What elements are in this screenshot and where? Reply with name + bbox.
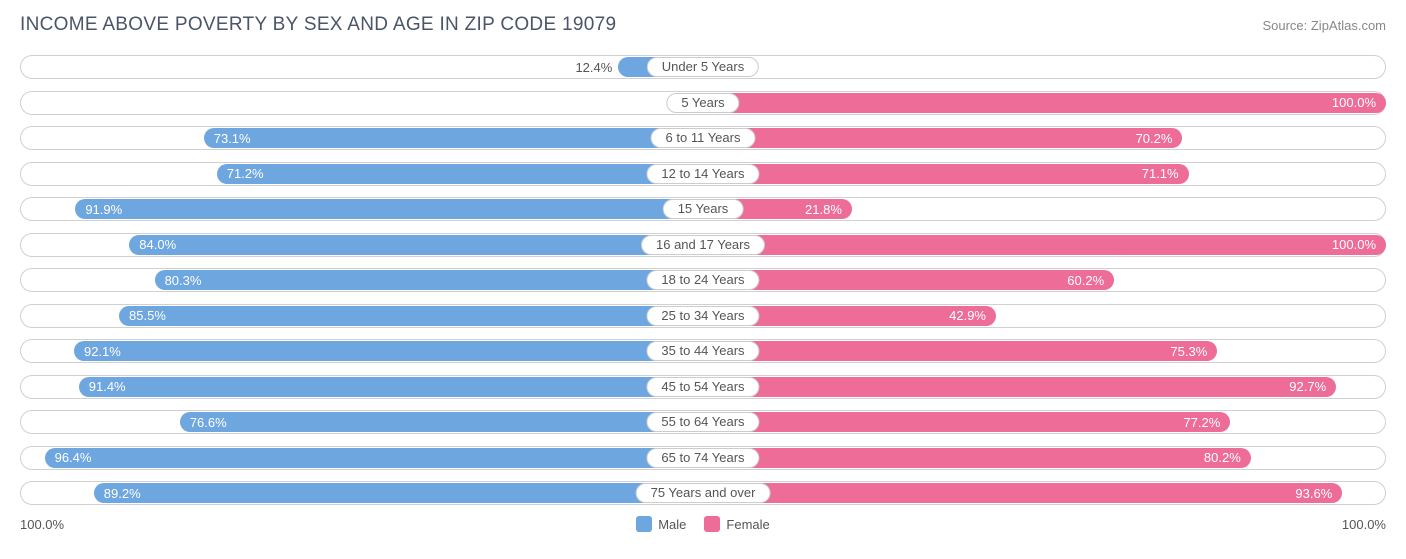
male-bar: 73.1% [204,128,703,148]
female-bar: 80.2% [703,448,1251,468]
age-label: 18 to 24 Years [646,270,759,290]
female-value-label: 92.7% [1279,379,1336,394]
female-bar: 92.7% [703,377,1336,397]
female-value-label: 70.2% [1126,131,1183,146]
age-label: Under 5 Years [647,57,759,77]
male-value-label: 91.4% [79,379,136,394]
chart-row: 80.3% 60.2% 18 to 24 Years [20,265,1386,295]
male-bar: 71.2% [217,164,703,184]
female-bar: 77.2% [703,412,1230,432]
chart-row: 91.4% 92.7% 45 to 54 Years [20,372,1386,402]
legend-swatch-male [636,516,652,532]
female-bar: 70.2% [703,128,1182,148]
male-value-label: 96.4% [45,450,102,465]
age-label: 25 to 34 Years [646,306,759,326]
female-bar: 100.0% [703,235,1386,255]
female-bar: 60.2% [703,270,1114,290]
axis-left-label: 100.0% [20,517,64,532]
age-label: 75 Years and over [636,483,771,503]
male-value-label: 89.2% [94,486,151,501]
legend: Male Female [636,516,770,532]
female-bar: 75.3% [703,341,1217,361]
male-value-label: 73.1% [204,131,261,146]
chart-row: 71.2% 71.1% 12 to 14 Years [20,159,1386,189]
chart-title: INCOME ABOVE POVERTY BY SEX AND AGE IN Z… [20,14,616,36]
male-bar: 76.6% [180,412,703,432]
legend-male-label: Male [658,517,686,532]
legend-female-label: Female [726,517,769,532]
age-label: 15 Years [663,199,744,219]
chart-row: 12.4%0.0%Under 5 Years [20,52,1386,82]
female-value-label: 75.3% [1160,344,1217,359]
age-label: 45 to 54 Years [646,377,759,397]
male-bar: 80.3% [155,270,703,290]
legend-male: Male [636,516,686,532]
male-value-label: 12.4% [569,60,618,75]
male-value-label: 80.3% [155,273,212,288]
female-value-label: 100.0% [1322,237,1386,252]
chart-row: 73.1% 70.2% 6 to 11 Years [20,123,1386,153]
age-label: 5 Years [666,93,739,113]
age-label: 12 to 14 Years [646,164,759,184]
female-value-label: 71.1% [1132,166,1189,181]
male-bar: 91.4% [79,377,703,397]
female-bar: 93.6% [703,483,1342,503]
female-value-label: 77.2% [1173,415,1230,430]
legend-female: Female [704,516,769,532]
male-bar: 85.5% [119,306,703,326]
chart-source: Source: ZipAtlas.com [1262,18,1386,33]
female-value-label: 60.2% [1057,273,1114,288]
age-label: 16 and 17 Years [641,235,765,255]
male-value-label: 91.9% [75,202,132,217]
male-value-label: 85.5% [119,308,176,323]
female-bar: 100.0% [703,93,1386,113]
chart-header: INCOME ABOVE POVERTY BY SEX AND AGE IN Z… [20,14,1386,36]
chart-row: 92.1% 75.3% 35 to 44 Years [20,336,1386,366]
chart-row: 0.0%100.0%5 Years [20,88,1386,118]
female-value-label: 42.9% [939,308,996,323]
legend-swatch-female [704,516,720,532]
male-bar: 89.2% [94,483,703,503]
axis-right-label: 100.0% [1342,517,1386,532]
chart-area: 12.4%0.0%Under 5 Years0.0%100.0%5 Years7… [20,52,1386,508]
female-bar: 71.1% [703,164,1189,184]
male-bar: 96.4% [45,448,703,468]
male-value-label: 84.0% [129,237,186,252]
age-label: 35 to 44 Years [646,341,759,361]
chart-row: 96.4% 80.2% 65 to 74 Years [20,443,1386,473]
male-bar: 92.1% [74,341,703,361]
chart-row: 85.5% 42.9% 25 to 34 Years [20,301,1386,331]
female-value-label: 80.2% [1194,450,1251,465]
female-value-label: 100.0% [1322,95,1386,110]
male-value-label: 92.1% [74,344,131,359]
chart-footer: 100.0% Male Female 100.0% [20,516,1386,532]
age-label: 55 to 64 Years [646,412,759,432]
male-value-label: 76.6% [180,415,237,430]
age-label: 6 to 11 Years [651,128,756,148]
age-label: 65 to 74 Years [646,448,759,468]
male-value-label: 71.2% [217,166,274,181]
male-bar: 91.9% [75,199,703,219]
chart-row: 76.6% 77.2% 55 to 64 Years [20,407,1386,437]
female-value-label: 21.8% [795,202,852,217]
chart-row: 91.9% 21.8% 15 Years [20,194,1386,224]
chart-row: 89.2% 93.6% 75 Years and over [20,478,1386,508]
female-value-label: 93.6% [1285,486,1342,501]
male-bar: 84.0% [129,235,703,255]
chart-row: 84.0% 100.0% 16 and 17 Years [20,230,1386,260]
